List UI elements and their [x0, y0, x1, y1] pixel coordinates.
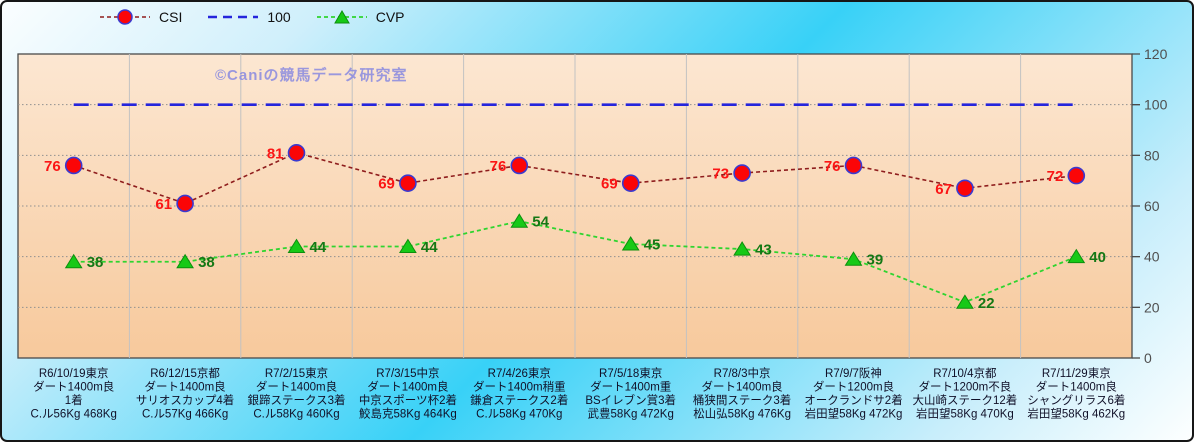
cvp-value-label: 38 [198, 254, 215, 271]
csi-value-label: 67 [935, 181, 952, 198]
csi-marker [64, 156, 83, 175]
x-category-label: R6/10/19東京ダート1400m良 1着 C.ル56Kg 468Kg [31, 366, 117, 421]
cvp-value-label: 44 [310, 239, 327, 256]
x-category-label: R7/10/4京都ダート1200m不良大山崎ステーク12着岩田望58Kg 470… [913, 366, 1018, 421]
watermark: ©Caniの競馬データ研究室 [215, 67, 408, 84]
x-category-label: R7/5/18東京ダート1400m重 BSイレブン賞3着武豊58Kg 472Kg [585, 366, 676, 421]
csi-marker [733, 164, 751, 182]
csi-value-label: 72 [1047, 168, 1064, 185]
legend-item-cvp: CVP [315, 8, 405, 26]
cvp-line [73, 220, 1077, 304]
cvp-value-label: 22 [978, 295, 995, 312]
x-category-label: R7/8/3中京ダート1400m良桶狭間ステーク3着松山弘58Kg 476Kg [693, 366, 791, 421]
legend-csi-marker-icon [100, 9, 150, 25]
cvp-marker [621, 236, 640, 251]
csi-marker [956, 179, 974, 198]
cvp-marker [1067, 248, 1086, 264]
cvp-marker [64, 253, 83, 269]
csi-value-label: 76 [490, 158, 507, 175]
y-axis-tick-label: 80 [1144, 147, 1160, 163]
legend-item-100: 100 [206, 8, 291, 26]
y-axis-tick-label: 40 [1144, 249, 1160, 265]
y-axis-tick-label: 60 [1144, 198, 1160, 214]
x-category-label: R6/12/15京都ダート1400m良サリオスカップ4着 C.ル57Kg 466K… [136, 366, 234, 421]
x-category-label: R7/2/15東京ダート1400m良銀蹄ステークス3着 C.ル58Kg 460Kg [247, 366, 345, 421]
legend-100-marker-icon [208, 15, 259, 19]
y-axis-tick-label: 100 [1144, 97, 1168, 113]
cvp-value-label: 39 [867, 252, 884, 269]
legend-label-csi: CSI [159, 9, 183, 25]
cvp-marker [287, 238, 306, 254]
csi-marker [399, 174, 417, 192]
y-axis-tick-label: 0 [1144, 350, 1152, 366]
csi-marker [287, 144, 306, 162]
csi-marker [621, 174, 640, 192]
csi-value-label: 76 [44, 158, 61, 175]
y-axis-tick-label: 120 [1144, 46, 1168, 62]
csi-value-label: 76 [824, 158, 841, 175]
csi-line [73, 151, 1077, 205]
cvp-value-label: 44 [421, 239, 438, 256]
csi-value-label: 69 [601, 176, 618, 193]
cvp-marker [510, 213, 529, 228]
legend-label-100: 100 [267, 9, 291, 25]
x-category-label: R7/4/26東京ダート1400m稍重鎌倉ステークス2着 C.ル58Kg 470K… [470, 366, 568, 421]
csi-value-label: 69 [378, 176, 395, 193]
cvp-value-label: 43 [755, 242, 772, 259]
cvp-value-label: 54 [532, 214, 549, 231]
csi-value-label: 61 [155, 196, 172, 213]
chart-legend: CSI 100 CVP [98, 8, 405, 26]
legend-cvp-marker-icon [316, 10, 367, 24]
csi-marker [176, 194, 194, 213]
legend-label-cvp: CVP [375, 9, 405, 25]
x-category-label: R7/3/15中京ダート1400m良中京スポーツ杯2着鮫島克58Kg 464Kg [359, 366, 457, 421]
cvp-value-label: 45 [644, 237, 661, 254]
cvp-value-label: 40 [1089, 249, 1106, 266]
y-axis-tick-label: 20 [1144, 299, 1160, 315]
cvp-marker [844, 251, 863, 266]
csi-value-label: 73 [712, 166, 729, 183]
csi-marker [1067, 166, 1086, 185]
csi-marker [510, 156, 529, 175]
cvp-marker [176, 253, 194, 269]
cvp-marker [956, 294, 974, 309]
csi-marker [844, 156, 863, 175]
cvp-marker [733, 241, 751, 256]
cvp-value-label: 38 [87, 254, 104, 271]
csi-value-label: 81 [267, 145, 284, 162]
legend-item-csi: CSI [98, 8, 182, 26]
x-category-label: R7/9/7阪神ダート1200m良オークランドサ2着岩田望58Kg 472Kg [804, 366, 902, 421]
x-category-label: R7/11/29東京ダート1400m良シャングリラス6着岩田望58Kg 462K… [1027, 366, 1125, 421]
cvp-marker [399, 238, 417, 254]
